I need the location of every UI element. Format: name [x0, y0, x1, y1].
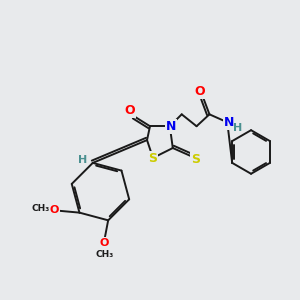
Text: S: S: [148, 152, 158, 165]
Text: H: H: [78, 155, 88, 165]
Text: O: O: [100, 238, 109, 248]
Text: H: H: [232, 123, 242, 133]
Text: S: S: [191, 153, 200, 167]
Text: O: O: [125, 104, 136, 117]
Text: O: O: [194, 85, 205, 98]
Text: N: N: [224, 116, 234, 129]
Text: CH₃: CH₃: [95, 250, 113, 260]
Text: O: O: [50, 205, 59, 215]
Text: CH₃: CH₃: [32, 204, 50, 213]
Text: N: N: [166, 120, 176, 133]
